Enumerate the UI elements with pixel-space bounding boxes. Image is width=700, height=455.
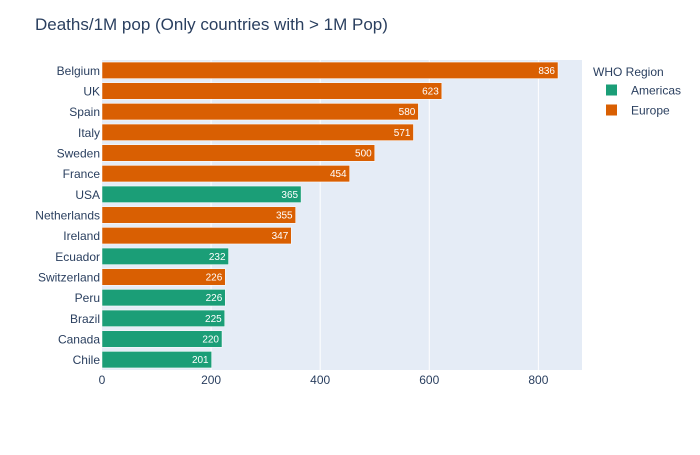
bar	[101, 61, 559, 79]
bar	[101, 227, 292, 245]
bar-value-label: 571	[394, 128, 411, 139]
bar-value-label: 580	[399, 107, 416, 118]
x-tick-label: 200	[201, 373, 221, 387]
y-category-label: Canada	[58, 333, 100, 347]
bar	[101, 165, 350, 183]
y-category-label: Peru	[75, 291, 100, 305]
bar	[101, 123, 414, 141]
y-category-label: Spain	[69, 105, 100, 119]
bars	[101, 61, 559, 369]
bar-value-label: 355	[276, 211, 293, 222]
bar	[101, 309, 225, 327]
x-tick-label: 400	[310, 373, 330, 387]
legend-label: Europe	[631, 104, 670, 118]
y-category-label: Belgium	[57, 64, 100, 78]
data-labels: 836 623 580 571 500 454 365 355 347 232 226 226 225 2…	[192, 66, 555, 366]
y-category-label: Italy	[78, 126, 100, 140]
bar-value-label: 454	[330, 169, 347, 180]
bar	[101, 82, 443, 100]
bar-value-label: 226	[206, 293, 223, 304]
bar-value-label: 500	[355, 149, 372, 160]
x-tick-label: 600	[419, 373, 439, 387]
bar	[101, 289, 226, 307]
bar-value-label: 232	[209, 252, 226, 263]
bar	[101, 206, 296, 224]
y-category-label: Chile	[73, 353, 101, 367]
bar-value-label: 836	[538, 66, 555, 77]
bar-value-label: 201	[192, 355, 209, 366]
y-category-label: USA	[75, 188, 100, 202]
legend-label: Americas	[631, 84, 681, 98]
bar	[101, 351, 212, 369]
legend-swatch	[606, 84, 617, 96]
x-tick-label: 800	[528, 373, 548, 387]
bar	[101, 144, 375, 162]
y-category-label: Ecuador	[55, 250, 100, 264]
bar-value-label: 365	[281, 190, 298, 201]
bar	[101, 330, 223, 348]
legend-swatch	[606, 104, 617, 116]
bar-value-label: 623	[422, 87, 439, 98]
y-category-label: UK	[83, 85, 100, 99]
chart-title: Deaths/1M pop (Only countries with > 1M …	[35, 15, 388, 34]
y-category-label: France	[63, 167, 101, 181]
bar	[101, 103, 419, 121]
bar-value-label: 226	[206, 273, 223, 284]
y-category-label: Ireland	[63, 229, 100, 243]
bar	[101, 185, 302, 203]
bar	[101, 247, 229, 265]
y-axis-labels: Belgium UK Spain Italy Sweden France USA Nether…	[35, 64, 100, 367]
y-category-label: Brazil	[70, 312, 100, 326]
bar-value-label: 225	[205, 314, 222, 325]
bar-value-label: 220	[202, 335, 219, 346]
y-category-label: Netherlands	[35, 209, 100, 223]
y-category-label: Sweden	[57, 147, 100, 161]
x-axis-ticks: 0 200 400 600 800	[99, 373, 549, 387]
legend: WHO Region Americas Europe	[593, 65, 681, 118]
legend-items: Americas Europe	[606, 84, 681, 118]
y-category-label: Switzerland	[38, 271, 100, 285]
bar	[101, 268, 226, 286]
bar-value-label: 347	[272, 231, 289, 242]
x-tick-label: 0	[99, 373, 106, 387]
legend-title: WHO Region	[593, 65, 664, 79]
